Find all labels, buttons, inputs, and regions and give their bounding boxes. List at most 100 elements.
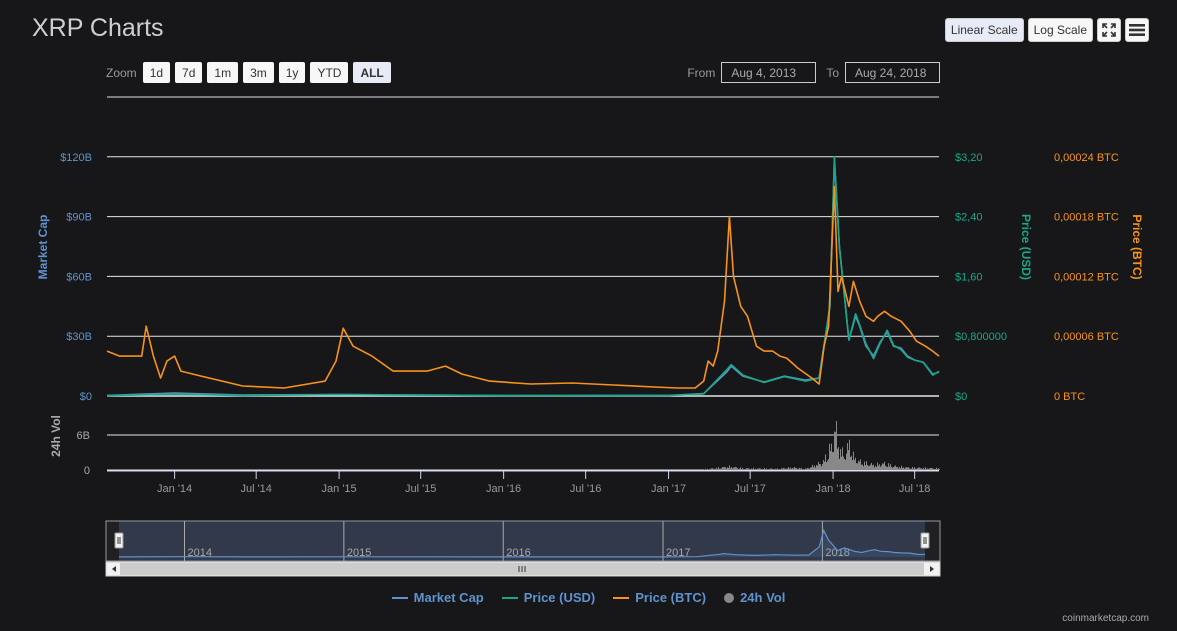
- navigator-tick-label: 2018: [825, 547, 849, 559]
- volume-bar: [713, 468, 714, 470]
- volume-bar: [784, 468, 785, 470]
- zoom-3m-button[interactable]: 3m: [243, 62, 274, 83]
- price-usd-tick-label: $3,20: [955, 152, 983, 164]
- volume-bar: [902, 467, 903, 470]
- volume-bar: [869, 465, 870, 470]
- volume-bar: [837, 448, 838, 470]
- price-btc-tick-label: 0,00012 BTC: [1054, 271, 1119, 283]
- fullscreen-button[interactable]: [1097, 18, 1121, 42]
- zoom-1m-button[interactable]: 1m: [207, 62, 239, 83]
- legend-price-usd[interactable]: Price (USD): [501, 590, 595, 605]
- volume-bar: [915, 468, 916, 470]
- volume-bar: [757, 468, 758, 470]
- volume-bar: [797, 468, 798, 470]
- to-date-input[interactable]: Aug 24, 2018: [845, 62, 940, 83]
- volume-bar: [741, 468, 742, 470]
- legend-price-btc[interactable]: Price (BTC): [613, 590, 706, 605]
- volume-bar: [709, 469, 710, 470]
- volume-bar: [893, 467, 894, 470]
- volume-bar: [927, 468, 928, 470]
- volume-bar: [790, 467, 791, 470]
- volume-bar: [877, 462, 878, 470]
- volume-bar: [866, 461, 867, 470]
- zoom-1y-button[interactable]: 1y: [278, 62, 306, 83]
- volume-bar: [819, 463, 820, 470]
- volume-bar: [922, 468, 923, 470]
- x-tick-label: Jan '14: [157, 483, 192, 495]
- volume-bar: [937, 468, 938, 470]
- volume-bar: [867, 464, 868, 470]
- volume-bar: [710, 468, 711, 470]
- volume-bar: [873, 464, 874, 470]
- to-label: To: [826, 65, 839, 80]
- price-btc-axis-title: Price (BTC): [1130, 214, 1144, 279]
- volume-bar: [755, 468, 756, 470]
- volume-bar: [740, 467, 741, 470]
- volume-bar: [815, 467, 816, 470]
- volume-bar: [715, 468, 716, 470]
- volume-bar: [732, 468, 733, 470]
- from-date-input[interactable]: Aug 4, 2013: [721, 62, 817, 83]
- zoom-7d-button[interactable]: 7d: [175, 62, 203, 83]
- volume-swatch: [724, 592, 735, 603]
- volume-bar: [792, 468, 793, 470]
- volume-bar: [772, 468, 773, 470]
- volume-bar: [861, 464, 862, 470]
- volume-bar: [759, 468, 760, 470]
- linear-scale-button[interactable]: Linear Scale: [944, 18, 1024, 42]
- volume-bar: [750, 469, 751, 470]
- legend-24h-vol[interactable]: 24h Vol: [724, 590, 785, 605]
- x-tick-label: Jul '15: [405, 483, 436, 495]
- legend-market-cap[interactable]: Market Cap: [391, 590, 484, 605]
- log-scale-button[interactable]: Log Scale: [1027, 18, 1093, 42]
- market-cap-swatch: [391, 596, 408, 599]
- volume-bar: [912, 466, 913, 470]
- volume-bar: [766, 468, 767, 470]
- volume-bar: [934, 468, 935, 470]
- navigator-left-handle[interactable]: [114, 532, 124, 549]
- volume-bar: [768, 469, 769, 470]
- navigator-tick-label: 2014: [187, 547, 211, 559]
- zoom-all-button[interactable]: ALL: [353, 62, 391, 83]
- navigator-selection: [119, 521, 925, 561]
- volume-bar: [933, 468, 934, 470]
- volume-bar: [932, 468, 933, 470]
- x-tick-label: Jul '16: [570, 483, 601, 495]
- volume-bar: [908, 467, 909, 470]
- zoom-1d-button[interactable]: 1d: [142, 62, 171, 83]
- volume-bar: [911, 468, 912, 470]
- menu-button[interactable]: [1125, 18, 1149, 42]
- volume-bar: [734, 467, 735, 470]
- volume-bar: [707, 468, 708, 470]
- volume-bar: [764, 468, 765, 470]
- navigator-tick-label: 2016: [506, 547, 530, 559]
- volume-bar: [769, 469, 770, 470]
- x-tick-label: Jul '17: [734, 483, 765, 495]
- navigator-right-handle[interactable]: [920, 532, 930, 549]
- from-label: From: [687, 65, 716, 80]
- price-btc-tick-label: 0,00006 BTC: [1054, 331, 1119, 343]
- volume-bar: [738, 468, 739, 470]
- volume-bar: [814, 465, 815, 470]
- volume-bar: [813, 467, 814, 470]
- volume-bar: [924, 469, 925, 470]
- volume-bar: [805, 468, 806, 470]
- volume-bar: [887, 466, 888, 470]
- volume-bar: [788, 467, 789, 470]
- volume-bar: [892, 467, 893, 470]
- volume-bar: [830, 451, 831, 470]
- volume-bar: [832, 451, 833, 470]
- chart-toolbar: Linear Scale Log Scale: [944, 18, 1149, 42]
- volume-bar: [874, 467, 875, 470]
- zoom-ytd-button[interactable]: YTD: [310, 62, 349, 83]
- volume-bar: [879, 464, 880, 470]
- volume-bar: [836, 420, 837, 470]
- volume-bar: [886, 466, 887, 470]
- volume-bar: [783, 467, 784, 470]
- volume-bar: [728, 467, 729, 470]
- volume-bar: [786, 468, 787, 470]
- volume-axis-title: 24h Vol: [49, 415, 63, 457]
- volume-bar: [854, 460, 855, 470]
- volume-bar: [796, 468, 797, 470]
- price-chart[interactable]: $0 $30B $60B $90B $120B $0 $0,800000 $1,60 $2,40…: [0, 0, 1177, 585]
